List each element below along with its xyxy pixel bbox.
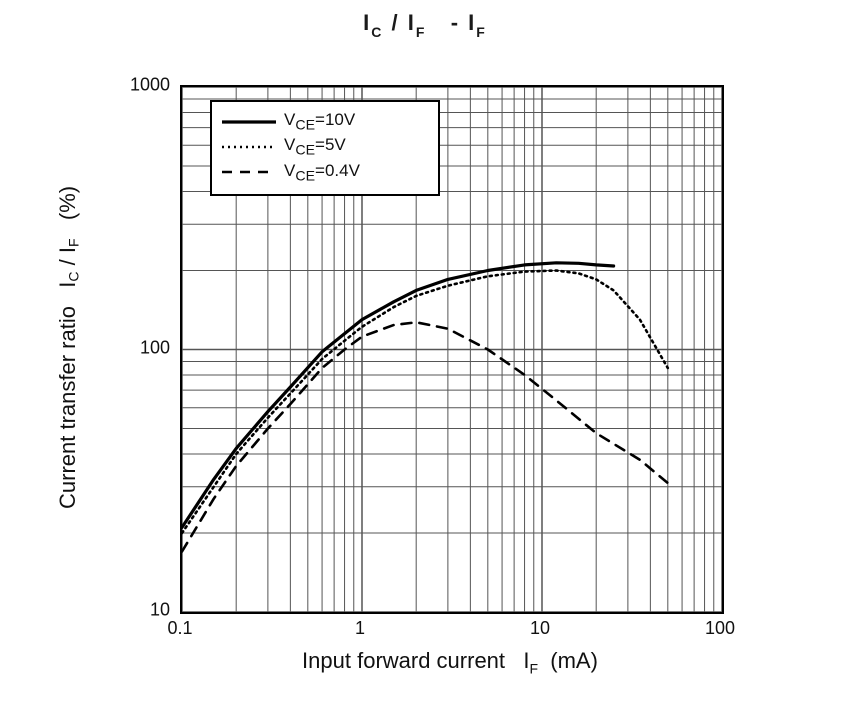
xtick: 100 [705, 618, 735, 639]
legend-label: VCE=10V [284, 110, 355, 133]
legend-item: VCE=0.4V [220, 161, 430, 184]
legend: VCE=10VVCE=5V VCE=0.4V [210, 100, 440, 196]
series-VCE=5V [182, 271, 668, 534]
legend-item: VCE=10V [220, 110, 430, 133]
xtick: 1 [355, 618, 365, 639]
ytick: 10 [110, 600, 170, 621]
legend-swatch [220, 112, 278, 132]
legend-item: VCE=5V [220, 135, 430, 158]
chart-title: IC / IF - IF [0, 10, 850, 38]
legend-label: VCE=0.4V [284, 161, 360, 184]
legend-label: VCE=5V [284, 135, 346, 158]
ytick: 100 [110, 337, 170, 358]
legend-swatch [220, 137, 278, 157]
ytick: 1000 [110, 75, 170, 96]
xtick: 0.1 [167, 618, 192, 639]
legend-swatch [220, 162, 278, 182]
xtick: 10 [530, 618, 550, 639]
series-VCE=0.4V [182, 322, 668, 551]
y-axis-label: Current transfer ratio IC / IF (%) [55, 85, 81, 610]
x-axis-label: Input forward current IF (mA) [180, 648, 720, 676]
